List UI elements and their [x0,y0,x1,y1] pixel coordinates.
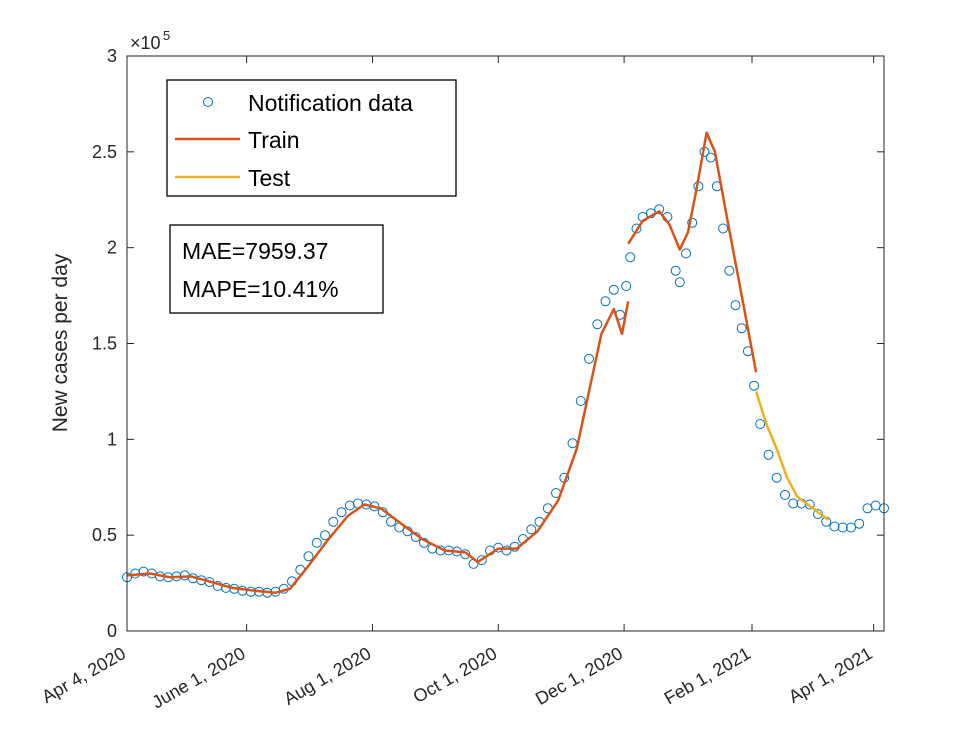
x-tick-label-1: June 1, 2020 [148,643,248,712]
notification-point-62 [625,252,636,263]
notification-point-25 [328,516,339,527]
train-line-1 [627,131,758,373]
notification-point-59 [608,284,619,295]
notification-point-23 [311,537,322,548]
legend-label-train: Train [248,127,300,153]
notification-point-79 [736,323,747,334]
test-line-0 [754,391,830,521]
legend-marker-notification [203,97,213,107]
metrics-box: MAE=7959.37 MAPE=10.41% [169,224,384,314]
legend: Notification data Train Test [166,79,457,197]
x-tick-label-3: Oct 1, 2020 [410,643,501,707]
notification-point-46 [501,545,512,556]
x-tick-label-0: Apr 4, 2020 [38,643,129,707]
train-line-0 [126,301,630,594]
notification-point-49 [526,524,537,535]
notification-point-71 [687,217,698,228]
notification-point-88 [804,499,815,510]
notification-point-81 [749,380,760,391]
notification-point-61 [621,281,632,291]
notification-point-85 [780,489,790,500]
x-tick-label-4: Dec 1, 2020 [532,643,626,709]
metric-mape: MAPE=10.41% [182,276,339,302]
notification-point-86 [788,498,799,509]
chart-marks [122,131,889,598]
notification-point-68 [670,265,681,276]
notification-point-94 [854,518,865,529]
y-tick-label-4: 2 [107,238,117,258]
x-tick-label-6: Apr 1, 2021 [785,643,876,707]
notification-point-55 [575,396,586,406]
notification-point-22 [303,551,314,562]
notification-point-66 [654,204,665,215]
legend-label-notification: Notification data [248,90,413,116]
notification-point-57 [592,319,603,330]
notification-point-92 [837,522,848,533]
notification-point-91 [829,521,840,532]
notification-point-56 [584,353,594,364]
y-axis-label: New cases per day [49,253,72,432]
y-tick-label-0: 0 [107,621,117,641]
notification-point-93 [846,522,856,533]
notification-point-77 [724,265,735,276]
notification-point-26 [336,507,347,518]
x-tick-label-5: Feb 1, 2021 [661,643,754,708]
y-exponent-power: 5 [163,28,170,43]
notification-point-83 [763,449,774,460]
y-tick-label-6: 3 [107,46,117,66]
y-tick-label-5: 2.5 [92,142,117,162]
metric-mae: MAE=7959.37 [182,238,328,264]
notification-point-24 [320,530,330,541]
y-tick-label-1: 0.5 [92,525,117,545]
legend-label-test: Test [248,165,291,191]
notification-point-69 [674,277,685,288]
notification-point-63 [631,223,642,234]
x-tick-label-2: Aug 1, 2020 [280,643,374,709]
notification-point-82 [755,419,766,429]
metrics-frame [169,224,384,314]
notification-point-70 [681,248,691,259]
y-tick-label-2: 1 [107,429,117,449]
y-exponent-base: ×10 [130,33,161,53]
notification-point-84 [771,472,782,483]
notification-point-78 [730,300,741,311]
notification-point-41 [460,549,471,560]
notification-point-58 [600,296,611,307]
notification-point-76 [718,223,729,234]
y-tick-label-3: 1.5 [92,334,117,354]
notification-point-43 [476,555,487,566]
